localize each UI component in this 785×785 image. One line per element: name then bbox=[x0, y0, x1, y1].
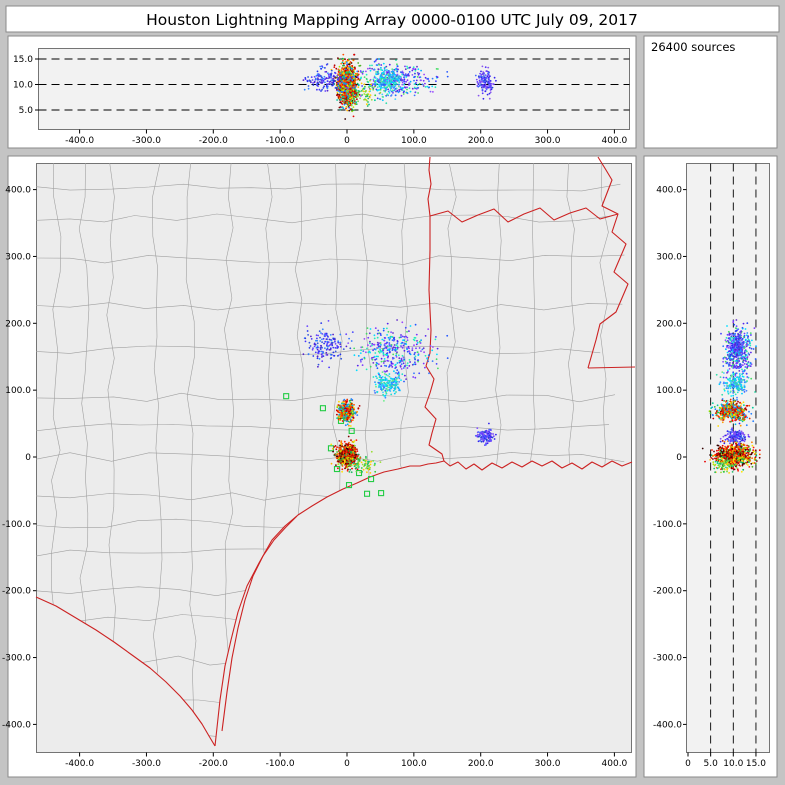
svg-text:-300.0: -300.0 bbox=[132, 759, 161, 769]
svg-text:400.0: 400.0 bbox=[602, 136, 628, 146]
svg-text:100.0: 100.0 bbox=[401, 759, 427, 769]
svg-text:-100.0: -100.0 bbox=[266, 136, 295, 146]
svg-text:200.0: 200.0 bbox=[468, 136, 494, 146]
svg-text:0: 0 bbox=[344, 759, 350, 769]
window-title: Houston Lightning Mapping Array 0000-010… bbox=[146, 11, 638, 29]
ew-altitude-scatter-points bbox=[302, 53, 497, 120]
svg-text:-400.0: -400.0 bbox=[65, 759, 94, 769]
ew-altitude-plot-area bbox=[38, 48, 630, 130]
svg-text:300.0: 300.0 bbox=[535, 759, 561, 769]
svg-text:-400.0: -400.0 bbox=[2, 720, 31, 730]
state-borders-and-coastline bbox=[35, 156, 636, 747]
svg-text:100.0: 100.0 bbox=[5, 386, 31, 396]
svg-text:10.0: 10.0 bbox=[13, 81, 33, 91]
svg-text:-200.0: -200.0 bbox=[199, 136, 228, 146]
svg-text:-400.0: -400.0 bbox=[65, 136, 94, 146]
svg-text:-300.0: -300.0 bbox=[2, 654, 31, 664]
svg-text:300.0: 300.0 bbox=[5, 252, 31, 262]
svg-text:200.0: 200.0 bbox=[468, 759, 494, 769]
ns-altitude-axes: 0 5.0 10.0 15.0400.0300.0200.0100.00-100.0-… bbox=[653, 186, 766, 769]
svg-text:-200.0: -200.0 bbox=[2, 587, 31, 597]
svg-text:-200.0: -200.0 bbox=[199, 759, 228, 769]
svg-text:-300.0: -300.0 bbox=[132, 136, 161, 146]
plan-view-axes: -400.0 -300.0 -200.0 -100.0 0 100.0 200.0 300.0… bbox=[2, 186, 628, 769]
svg-text:-100.0: -100.0 bbox=[266, 759, 295, 769]
plan-view-scatter-points bbox=[302, 319, 497, 474]
svg-text:300.0: 300.0 bbox=[535, 136, 561, 146]
svg-text:5.0: 5.0 bbox=[19, 106, 34, 116]
ns-altitude-scatter-points bbox=[701, 319, 761, 474]
svg-text:0: 0 bbox=[25, 453, 31, 463]
ew-altitude-dashed-gridlines bbox=[38, 58, 630, 111]
sources-count-label: 26400 sources bbox=[651, 40, 735, 54]
svg-text:0: 0 bbox=[344, 136, 350, 146]
svg-text:400.0: 400.0 bbox=[5, 186, 31, 196]
ns-altitude-dashed-gridlines bbox=[710, 163, 757, 753]
ew-altitude-axes: -400.0 -300.0 -200.0 -100.0 0 100.0 200.0 300.0… bbox=[13, 55, 628, 146]
svg-text:15.0: 15.0 bbox=[13, 55, 33, 65]
svg-text:200.0: 200.0 bbox=[5, 319, 31, 329]
sources-panel bbox=[643, 35, 778, 149]
svg-text:400.0: 400.0 bbox=[602, 759, 628, 769]
svg-text:100.0: 100.0 bbox=[401, 136, 427, 146]
title-bar bbox=[5, 5, 780, 33]
svg-text:-100.0: -100.0 bbox=[2, 520, 31, 530]
